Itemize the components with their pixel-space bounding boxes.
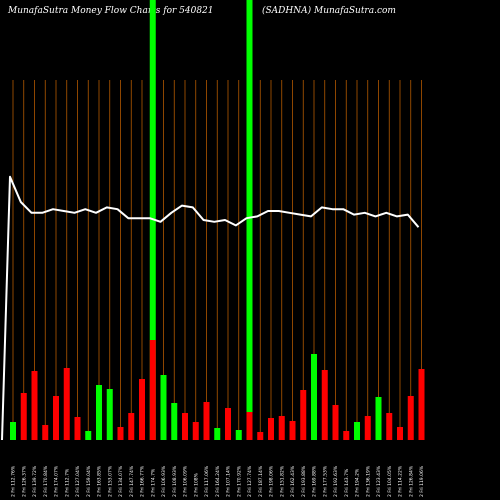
price-line-path bbox=[1, 175, 420, 441]
outflow-bar bbox=[139, 379, 145, 440]
outflow-bar bbox=[332, 405, 339, 440]
x-tick-label: 2 Fri 187.14% bbox=[258, 465, 264, 497]
x-tick-label: 2 Fri 143.7% bbox=[344, 468, 350, 497]
x-tick-label: 2 Fri 106.93% bbox=[161, 465, 167, 497]
inflow-bar bbox=[375, 397, 382, 440]
x-tick-label: 2 Fri 174.07% bbox=[54, 465, 60, 497]
x-tick-label: 2 Fri 151.82% bbox=[279, 465, 285, 497]
highlight-bands bbox=[149, 0, 253, 440]
x-tick-labels: 2 Fri 112.76% 2 Fri 126.37% 2 Fri 139.72% 2… bbox=[11, 465, 426, 497]
x-tick-label: 2 Fri 106.09% bbox=[183, 465, 189, 497]
outflow-bar bbox=[321, 370, 328, 440]
x-tick-label: 2 Fri 164.24% bbox=[215, 465, 221, 497]
outflow-bar bbox=[192, 422, 199, 440]
x-tick-label: 2 Fri 112.7% bbox=[64, 468, 70, 497]
outflow-bar bbox=[74, 417, 81, 440]
outflow-bar bbox=[386, 413, 393, 440]
inflow-bar bbox=[160, 375, 167, 440]
x-tick-label: 2 Fri 166.77% bbox=[140, 465, 146, 497]
inflow-bar bbox=[311, 354, 317, 440]
x-tick-label: 2 Fri 126.37% bbox=[21, 465, 27, 497]
x-tick-label: 2 Fri 108.93% bbox=[172, 465, 178, 497]
x-tick-label: 2 Fri 134.07% bbox=[118, 465, 124, 497]
outflow-bar bbox=[289, 421, 296, 440]
money-flow-bars bbox=[10, 340, 425, 440]
x-tick-label: 2 Fri 170.92% bbox=[236, 465, 242, 497]
outflow-bar bbox=[42, 425, 49, 440]
outflow-bar bbox=[246, 412, 253, 440]
inflow-bar bbox=[235, 430, 242, 440]
outflow-bar bbox=[117, 427, 124, 440]
x-tick-label: 2 Fri 119.06% bbox=[419, 465, 425, 497]
x-tick-label: 2 Fri 117.06% bbox=[204, 465, 210, 497]
price-line bbox=[1, 175, 420, 441]
x-tick-label: 2 Fri 174.7% bbox=[150, 468, 156, 497]
outflow-bar bbox=[149, 340, 156, 440]
outflow-bar bbox=[63, 368, 70, 440]
inflow-bar bbox=[10, 422, 16, 440]
x-tick-label: 2 Fri 170.84% bbox=[43, 465, 49, 497]
outflow-bar bbox=[128, 413, 135, 440]
outflow-bar bbox=[397, 427, 403, 440]
outflow-bar bbox=[53, 396, 59, 440]
outflow-bar bbox=[364, 416, 371, 440]
inflow-bar bbox=[106, 389, 113, 440]
x-tick-label: 2 Fri 127.74% bbox=[247, 465, 253, 497]
outflow-bar bbox=[300, 390, 307, 440]
inflow-bar bbox=[96, 385, 102, 440]
outflow-bar bbox=[407, 396, 414, 440]
x-tick-label: 2 Fri 112.76% bbox=[11, 465, 17, 497]
outflow-bar bbox=[203, 402, 210, 440]
x-tick-label: 2 Fri 194.2% bbox=[355, 468, 361, 497]
highlight-band bbox=[246, 0, 253, 440]
x-tick-label: 2 Fri 169.88% bbox=[312, 465, 318, 497]
inflow-bar bbox=[354, 422, 360, 440]
chart-title: MunafaSutra Money Flow Charts for 540821 bbox=[8, 6, 214, 16]
x-tick-label: 2 Fri 198.06% bbox=[269, 465, 275, 497]
x-tick-label: 2 Fri 107.14% bbox=[226, 465, 232, 497]
outflow-bar bbox=[225, 408, 231, 440]
x-tick-label: 2 Fri 127.04% bbox=[75, 465, 81, 497]
x-tick-label: 2 Fri 114.22% bbox=[398, 465, 404, 497]
x-tick-label: 2 Fri 147.74% bbox=[129, 465, 135, 497]
gridlines bbox=[12, 80, 422, 440]
outflow-bar bbox=[278, 416, 285, 440]
inflow-bar bbox=[85, 431, 92, 440]
x-tick-label: 2 Fri 126.84% bbox=[408, 465, 414, 497]
x-tick-label: 2 Fri 162.43% bbox=[290, 465, 296, 497]
outflow-bar bbox=[257, 432, 264, 440]
outflow-bar bbox=[268, 418, 274, 440]
outflow-bar bbox=[418, 369, 425, 440]
inflow-bar bbox=[214, 428, 221, 440]
x-tick-label: 2 Fri 153.07% bbox=[107, 465, 113, 497]
outflow-bar bbox=[182, 413, 188, 440]
x-tick-label: 2 Fri 139.72% bbox=[32, 465, 38, 497]
x-tick-label: 2 Fri 104.05% bbox=[387, 465, 393, 497]
outflow-bar bbox=[31, 371, 38, 440]
x-tick-label: 2 Fri 108% bbox=[193, 472, 199, 497]
x-tick-label: 2 Fri 177.53% bbox=[322, 465, 328, 497]
inflow-bar bbox=[171, 403, 178, 440]
x-tick-label: 2 Fri 163.85% bbox=[97, 465, 103, 497]
x-tick-label: 2 Fri 123.43% bbox=[376, 465, 382, 497]
x-tick-label: 2 Fri 192.63% bbox=[333, 465, 339, 497]
x-tick-label: 2 Fri 193.88% bbox=[301, 465, 307, 497]
chart-subtitle: (SADHNA) MunafaSutra.com bbox=[262, 6, 396, 16]
x-tick-label: 2 Fri 136.19% bbox=[365, 465, 371, 497]
outflow-bar bbox=[20, 393, 27, 440]
outflow-bar bbox=[343, 431, 350, 440]
x-tick-label: 2 Fri 159.04% bbox=[86, 465, 92, 497]
